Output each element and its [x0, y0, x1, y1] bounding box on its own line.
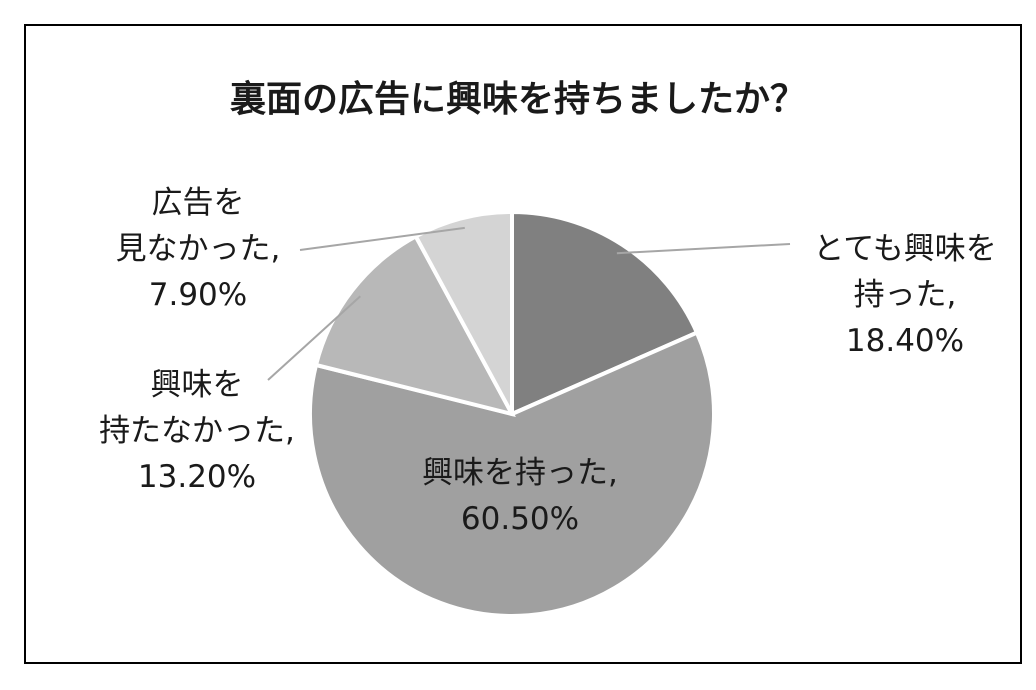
pie-slice-did-not-see	[413, 209, 514, 415]
slice-label-line: 興味を	[150, 367, 244, 403]
slice-value: 13.20%	[137, 459, 257, 495]
slice-label-line: 広告を	[151, 185, 245, 221]
slice-label-very-interested: とても興味を 持った, 18.40%	[800, 226, 1010, 364]
pie-slice-interested	[308, 329, 716, 618]
slice-label-line: とても興味を	[813, 231, 997, 267]
pie-slice-very-interested	[510, 209, 700, 418]
slice-label-interested: 興味を持った, 60.50%	[380, 450, 660, 542]
chart-title: 裏面の広告に興味を持ちましたか？	[229, 79, 806, 120]
slice-value: 18.40%	[845, 323, 965, 359]
leader-line-did-not-see	[299, 226, 465, 251]
slice-value: 7.90%	[148, 277, 248, 313]
leader-line-not-interested	[267, 295, 361, 381]
slice-label-line: 見なかった,	[115, 231, 281, 267]
slice-label-line: 持たなかった,	[99, 413, 295, 449]
pie-slice-not-interested	[313, 233, 516, 418]
slice-label-did-not-see: 広告を 見なかった, 7.90%	[98, 180, 298, 318]
slice-label-not-interested: 興味を 持たなかった, 13.20%	[72, 362, 322, 500]
slice-label-line: 持った,	[853, 277, 957, 313]
slice-label-line: 興味を持った,	[422, 455, 618, 491]
slice-value: 60.50%	[460, 501, 580, 537]
leader-line-very-interested	[616, 243, 791, 255]
